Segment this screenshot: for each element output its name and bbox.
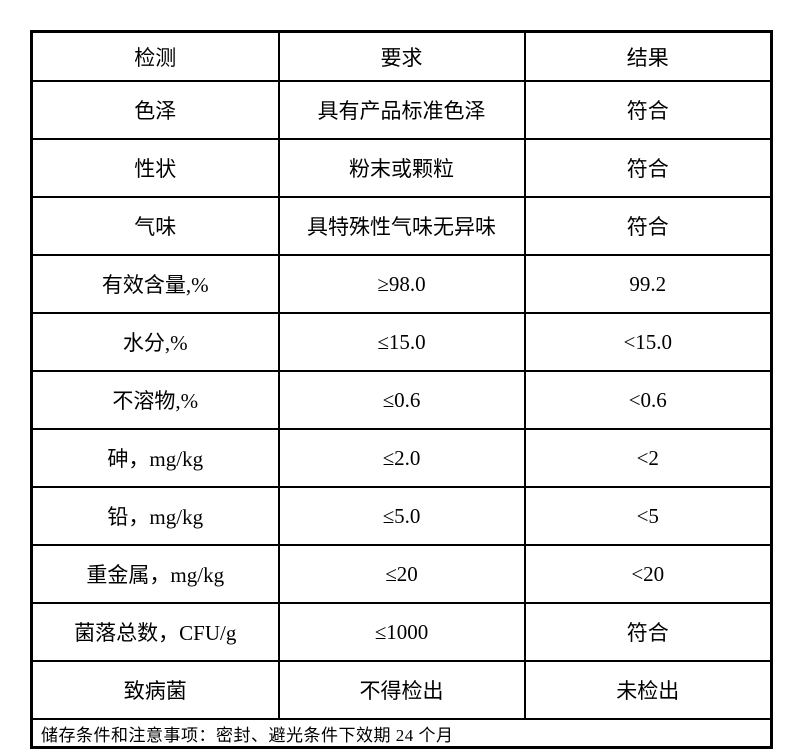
test-item-cell: 有效含量,% <box>30 254 280 314</box>
requirement-cell: 粉末或颗粒 <box>277 138 526 198</box>
test-item-cell: 铅，mg/kg <box>30 486 280 546</box>
result-cell: <0.6 <box>523 370 773 430</box>
result-cell: 符合 <box>523 602 773 662</box>
table-row: 菌落总数，CFU/g ≤1000 符合 <box>30 602 773 662</box>
requirement-cell: 具有产品标准色泽 <box>277 80 526 140</box>
test-item-cell: 砷，mg/kg <box>30 428 280 488</box>
result-cell: 符合 <box>523 138 773 198</box>
requirement-cell: ≤20 <box>277 544 526 604</box>
table-row: 性状 粉末或颗粒 符合 <box>30 138 773 198</box>
requirement-cell: 具特殊性气味无异味 <box>277 196 526 256</box>
table-row: 气味 具特殊性气味无异味 符合 <box>30 196 773 256</box>
table-row: 有效含量,% ≥98.0 99.2 <box>30 254 773 314</box>
result-cell: <20 <box>523 544 773 604</box>
column-header-result: 结果 <box>523 30 773 82</box>
test-item-cell: 气味 <box>30 196 280 256</box>
test-item-cell: 菌落总数，CFU/g <box>30 602 280 662</box>
result-cell: 未检出 <box>523 660 773 720</box>
column-header-test: 检测 <box>30 30 280 82</box>
requirement-cell: ≤0.6 <box>277 370 526 430</box>
requirement-cell: ≤5.0 <box>277 486 526 546</box>
table-row: 不溶物,% ≤0.6 <0.6 <box>30 370 773 430</box>
requirement-cell: ≤2.0 <box>277 428 526 488</box>
table-row: 色泽 具有产品标准色泽 符合 <box>30 80 773 140</box>
table-row: 致病菌 不得检出 未检出 <box>30 660 773 720</box>
storage-note: 储存条件和注意事项：密封、避光条件下效期 24 个月 <box>30 718 773 749</box>
column-header-requirement: 要求 <box>277 30 526 82</box>
requirement-cell: ≤1000 <box>277 602 526 662</box>
result-cell: <5 <box>523 486 773 546</box>
test-item-cell: 致病菌 <box>30 660 280 720</box>
table-row: 砷，mg/kg ≤2.0 <2 <box>30 428 773 488</box>
requirement-cell: ≤15.0 <box>277 312 526 372</box>
inspection-table: 检测 要求 结果 色泽 具有产品标准色泽 符合 性状 粉末或颗粒 符合 气味 具特殊性气味无异… <box>30 30 773 749</box>
result-cell: <2 <box>523 428 773 488</box>
test-item-cell: 色泽 <box>30 80 280 140</box>
table-row: 水分,% ≤15.0 <15.0 <box>30 312 773 372</box>
test-item-cell: 不溶物,% <box>30 370 280 430</box>
table-row: 重金属，mg/kg ≤20 <20 <box>30 544 773 604</box>
table-header-row: 检测 要求 结果 <box>30 30 773 82</box>
test-item-cell: 水分,% <box>30 312 280 372</box>
storage-note-row: 储存条件和注意事项：密封、避光条件下效期 24 个月 <box>30 718 773 749</box>
result-cell: 99.2 <box>523 254 773 314</box>
result-cell: <15.0 <box>523 312 773 372</box>
result-cell: 符合 <box>523 80 773 140</box>
requirement-cell: 不得检出 <box>277 660 526 720</box>
test-item-cell: 重金属，mg/kg <box>30 544 280 604</box>
table-row: 铅，mg/kg ≤5.0 <5 <box>30 486 773 546</box>
test-item-cell: 性状 <box>30 138 280 198</box>
result-cell: 符合 <box>523 196 773 256</box>
requirement-cell: ≥98.0 <box>277 254 526 314</box>
